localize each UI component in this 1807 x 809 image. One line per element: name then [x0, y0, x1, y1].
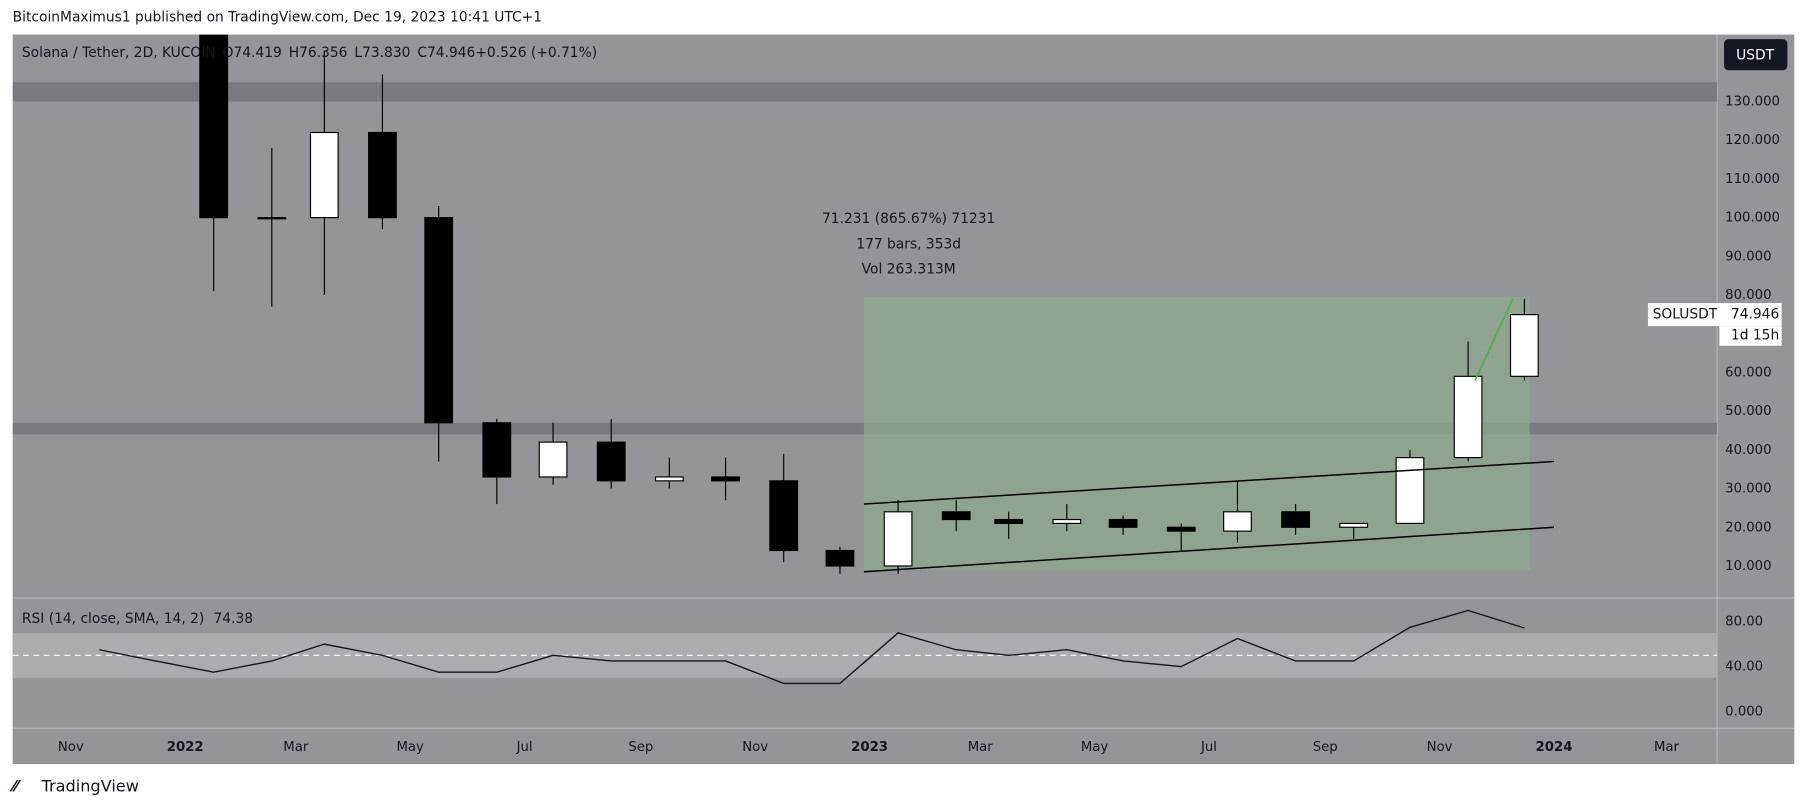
candle-body [1108, 518, 1138, 528]
y-tick-label: 120.000 [1725, 133, 1780, 148]
y-tick-label: 20.000 [1725, 520, 1771, 535]
candle-body [1223, 511, 1252, 532]
measure-box [863, 296, 1530, 571]
y-tick-label: 130.000 [1725, 95, 1780, 110]
x-tick-label: Nov [58, 740, 84, 755]
x-tick-label: Jul [1200, 740, 1217, 755]
legend-name: Solana / Tether, 2D, KUCOIN [22, 45, 216, 61]
rsi-last: 74.38 [214, 611, 254, 627]
footer-logo: ⁄⁄ [9, 777, 22, 796]
x-tick-label: Sep [1313, 740, 1338, 755]
x-tick-label: Nov [742, 740, 768, 755]
rsi-title: RSI (14, close, SMA, 14, 2) [22, 611, 204, 627]
x-tick-label: Jul [516, 740, 533, 755]
y-tick-label: 100.000 [1725, 211, 1780, 226]
y-tick-label: 60.000 [1725, 365, 1771, 380]
price-label-box [1647, 303, 1782, 327]
x-tick-label: 2023 [851, 740, 888, 755]
currency-button[interactable] [1724, 39, 1788, 71]
rsi-line [99, 609, 1525, 685]
candle-body [257, 217, 287, 220]
countdown-box [1719, 326, 1782, 346]
candle-body [941, 511, 971, 521]
legend-c: C [417, 45, 427, 61]
footer: TradingView [40, 777, 138, 796]
price-label-symbol: SOLUSDT [1653, 307, 1718, 323]
legend: Solana / Tether, 2D, KUCOIN O74.419 H76.35… [22, 45, 597, 61]
x-tick-label: Sep [628, 740, 653, 755]
legend-open: 74.419 [233, 45, 281, 61]
candle-body [424, 217, 454, 424]
candle-body [1281, 511, 1311, 528]
x-tick-label: Mar [968, 740, 994, 755]
x-tick-label: Nov [1427, 740, 1453, 755]
channel-line [863, 460, 1555, 505]
candle-body [482, 422, 512, 478]
candle-body [825, 549, 855, 567]
y-tick-label: 90.000 [1725, 249, 1771, 264]
x-tick-label: May [396, 740, 424, 755]
candle-body [596, 441, 626, 482]
candle-body [199, 34, 229, 219]
legend-o: O [223, 45, 234, 61]
y-tick-label: 40.000 [1725, 443, 1771, 458]
legend-close: 74.946 [427, 45, 475, 61]
candle-body [1052, 518, 1082, 524]
candle-body [538, 441, 568, 478]
header: BitcoinMaximus1 published on TradingView… [13, 9, 542, 25]
x-tick-label: 2022 [167, 740, 204, 755]
trend-line [1474, 298, 1514, 381]
y-tick-label: 80.000 [1725, 288, 1771, 303]
candle-body [883, 511, 913, 567]
currency-label: USDT [1736, 47, 1775, 63]
legend-low: 73.830 [362, 45, 410, 61]
legend-l: L [354, 45, 362, 61]
candle-body [1339, 522, 1369, 528]
countdown: 1d 15h [1731, 327, 1779, 343]
measure-text: 71.231 (865.67%) 71231 [822, 211, 995, 227]
measure-text: 177 bars, 353d [856, 236, 961, 252]
y-tick-label: 10.000 [1725, 559, 1771, 574]
price-pane [12, 34, 1718, 574]
measure-text: Vol 263.313M [862, 262, 956, 278]
candle-body [711, 476, 740, 482]
candle-body [1509, 314, 1539, 377]
price-label-value: 74.946 [1731, 307, 1779, 323]
candle-body [1395, 457, 1425, 524]
candle-body [309, 131, 339, 219]
rsi-tick-label: 0.000 [1725, 704, 1763, 719]
x-tick-label: Mar [1654, 740, 1680, 755]
channel-line [863, 526, 1555, 573]
legend-change: +0.526 (+0.71%) [475, 45, 597, 61]
y-tick-label: 110.000 [1725, 172, 1780, 187]
x-tick-label: Mar [283, 740, 309, 755]
candle-body [368, 131, 397, 219]
rsi-legend: RSI (14, close, SMA, 14, 2) 74.38 [22, 611, 253, 627]
x-tick-label: May [1081, 740, 1109, 755]
candle-body [654, 476, 684, 482]
candle-body [1453, 375, 1483, 459]
resistance-zone [12, 82, 1718, 102]
candle-body [994, 518, 1024, 524]
y-tick-label: 50.000 [1725, 404, 1771, 419]
rsi-pane [12, 609, 1718, 685]
legend-high: 76.356 [299, 45, 347, 61]
candle-body [769, 480, 799, 552]
x-tick-label: 2024 [1536, 740, 1573, 755]
legend-h: H [289, 45, 299, 61]
y-tick-label: 30.000 [1725, 482, 1771, 497]
rsi-tick-label: 80.00 [1725, 615, 1763, 630]
rsi-tick-label: 40.00 [1725, 660, 1763, 675]
candle-body [1166, 526, 1196, 532]
